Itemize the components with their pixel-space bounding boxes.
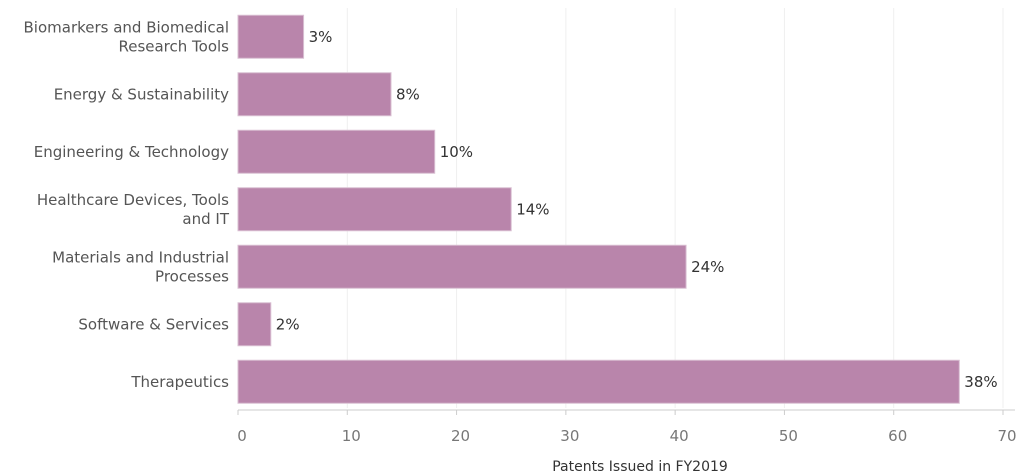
data-label: 14% (516, 200, 549, 218)
bar (237, 129, 436, 174)
tick-label: 0 (237, 427, 247, 445)
data-label: 3% (309, 28, 333, 46)
tick-label: 10 (342, 427, 361, 445)
value-labels: 3% 8% 10% 14% 24% 2% 38% (276, 28, 998, 391)
bar (237, 72, 392, 117)
category-label: Engineering & Technology (34, 143, 229, 161)
bar (237, 302, 272, 347)
category-label: Research Tools (118, 37, 229, 55)
category-label: Software & Services (78, 315, 229, 333)
category-label: Processes (155, 267, 229, 285)
bar (237, 359, 960, 404)
data-label: 2% (276, 315, 300, 333)
data-label: 24% (691, 258, 724, 276)
category-label: Materials and Industrial (52, 248, 229, 266)
tick-label: 40 (670, 427, 689, 445)
bar (237, 187, 512, 232)
data-label: 38% (964, 373, 997, 391)
bar (237, 14, 305, 59)
data-label: 8% (396, 85, 420, 103)
bars (237, 14, 960, 404)
category-label: Energy & Sustainability (54, 85, 229, 103)
category-label: Therapeutics (130, 373, 229, 391)
x-axis-title: Patents Issued in FY2019 (552, 459, 728, 475)
gridlines (346, 8, 1004, 408)
tick-label: 30 (560, 427, 579, 445)
tick-label: 20 (451, 427, 470, 445)
category-label: Healthcare Devices, Tools (37, 191, 229, 209)
x-axis-ticks: 0 10 20 30 40 50 60 70 (237, 410, 1017, 445)
data-label: 10% (440, 143, 473, 161)
tick-label: 70 (997, 427, 1016, 445)
category-label: and IT (182, 210, 229, 228)
tick-label: 50 (779, 427, 798, 445)
tick-label: 60 (888, 427, 907, 445)
bar (237, 244, 687, 289)
category-label: Biomarkers and Biomedical (24, 18, 230, 36)
